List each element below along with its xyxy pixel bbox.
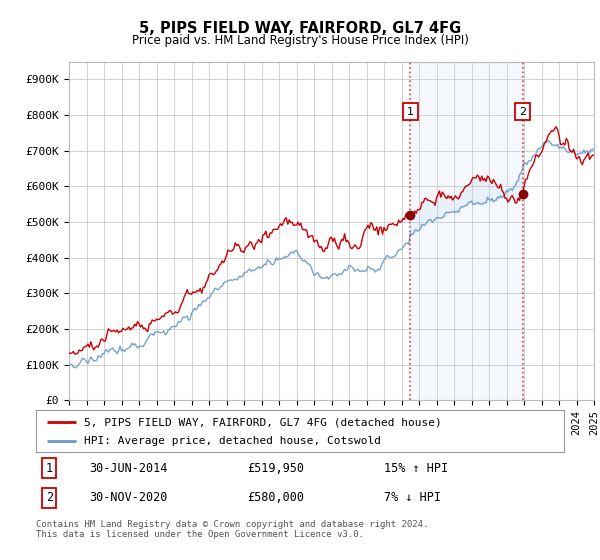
Text: 1: 1 — [46, 462, 53, 475]
Text: 7% ↓ HPI: 7% ↓ HPI — [385, 491, 442, 504]
Text: 5, PIPS FIELD WAY, FAIRFORD, GL7 4FG (detached house): 5, PIPS FIELD WAY, FAIRFORD, GL7 4FG (de… — [83, 417, 441, 427]
Text: Price paid vs. HM Land Registry's House Price Index (HPI): Price paid vs. HM Land Registry's House … — [131, 34, 469, 46]
Text: Contains HM Land Registry data © Crown copyright and database right 2024.
This d: Contains HM Land Registry data © Crown c… — [36, 520, 428, 539]
Text: 2: 2 — [519, 106, 526, 116]
Text: 2: 2 — [46, 491, 53, 504]
Text: HPI: Average price, detached house, Cotswold: HPI: Average price, detached house, Cots… — [83, 436, 380, 446]
Text: 5, PIPS FIELD WAY, FAIRFORD, GL7 4FG: 5, PIPS FIELD WAY, FAIRFORD, GL7 4FG — [139, 21, 461, 36]
Text: 30-NOV-2020: 30-NOV-2020 — [89, 491, 167, 504]
Text: 1: 1 — [407, 106, 414, 116]
Text: 15% ↑ HPI: 15% ↑ HPI — [385, 462, 449, 475]
Text: £519,950: £519,950 — [247, 462, 304, 475]
Text: £580,000: £580,000 — [247, 491, 304, 504]
Text: 30-JUN-2014: 30-JUN-2014 — [89, 462, 167, 475]
